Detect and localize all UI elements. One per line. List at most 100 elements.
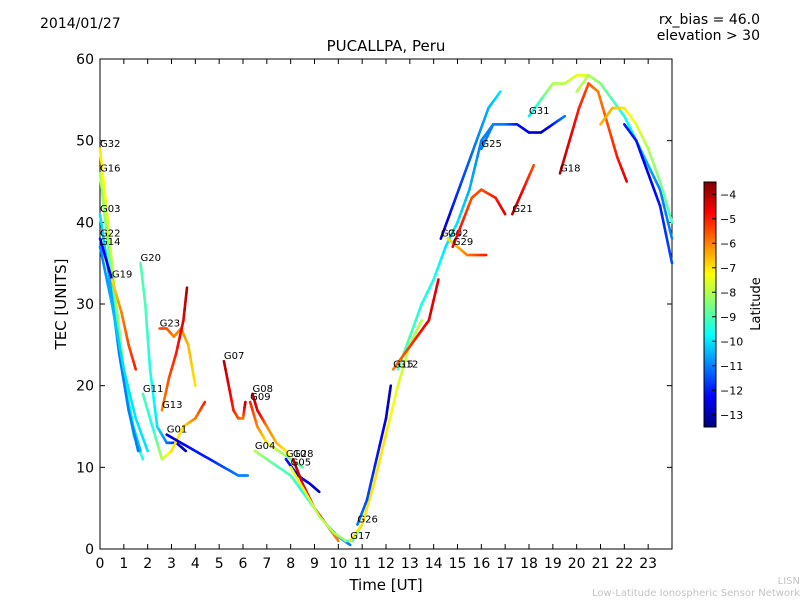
series-label: G03 bbox=[100, 204, 120, 215]
series-segment bbox=[145, 324, 149, 338]
series-segment bbox=[149, 377, 154, 390]
series-segment bbox=[148, 368, 153, 381]
series-label: G08 bbox=[253, 384, 273, 395]
y-axis-label: TEC [UNITS] bbox=[52, 259, 70, 351]
series-g31: G31 bbox=[527, 74, 602, 118]
series-segment bbox=[658, 204, 664, 217]
series-label: G25 bbox=[481, 139, 501, 150]
series-segment bbox=[316, 489, 321, 494]
footer: LISN Low-Latitude Ionospheric Sensor Net… bbox=[592, 576, 800, 600]
y-tick-label: 40 bbox=[76, 215, 94, 231]
x-tick-label: 15 bbox=[449, 556, 467, 572]
series-segment bbox=[98, 212, 103, 227]
series-segment bbox=[664, 233, 670, 246]
series-segment bbox=[147, 357, 152, 371]
series-segment bbox=[668, 252, 674, 265]
series-segment bbox=[185, 286, 189, 295]
series-segment bbox=[116, 335, 122, 349]
series-segment bbox=[110, 302, 116, 317]
x-tick-label: 18 bbox=[520, 556, 538, 572]
series-segment bbox=[98, 172, 103, 186]
series-segment bbox=[112, 313, 118, 328]
x-tick-label: 6 bbox=[239, 556, 248, 572]
x-tick-label: 19 bbox=[544, 556, 562, 572]
series-segment bbox=[106, 283, 112, 296]
series-segment bbox=[384, 425, 390, 436]
footer-org-short: LISN bbox=[777, 576, 800, 587]
series-g26: G26 bbox=[356, 384, 393, 526]
series-segment bbox=[666, 221, 672, 232]
series-segment bbox=[474, 155, 479, 167]
series-segment bbox=[117, 327, 122, 344]
series-unnamed-30 bbox=[599, 106, 674, 224]
series-segment bbox=[124, 376, 130, 387]
series-segment bbox=[153, 406, 158, 419]
series-segment bbox=[470, 172, 475, 183]
x-tick-label: 5 bbox=[215, 556, 224, 572]
colorbar-ticks: −4 −5 −6 −7 −8 −9 −10 −11 −12 −13 bbox=[712, 188, 743, 422]
colorbar-label: Latitude bbox=[749, 277, 764, 331]
series-label: G12 bbox=[398, 359, 418, 370]
series-segment bbox=[135, 442, 140, 453]
series-g10: G10 bbox=[284, 449, 321, 494]
series-segment bbox=[478, 139, 483, 151]
series-segment bbox=[138, 445, 142, 453]
x-ticks: 0 1 2 3 4 5 6 7 8 9 10 11 12 13 14 15 16 17 18 19 20 21 22 23 bbox=[96, 59, 657, 572]
series-segment bbox=[378, 449, 384, 461]
series-segment bbox=[201, 400, 207, 407]
series-g05: G05 bbox=[289, 457, 364, 543]
series-label: G01 bbox=[167, 425, 187, 436]
x-tick-label: 7 bbox=[262, 556, 271, 572]
series-g25: G25 bbox=[480, 114, 567, 151]
series-segment bbox=[335, 536, 340, 543]
x-tick-label: 21 bbox=[592, 556, 610, 572]
series-segment bbox=[127, 400, 132, 412]
series-segment bbox=[120, 370, 126, 383]
y-tick-label: 0 bbox=[85, 542, 94, 558]
series-label: G29 bbox=[453, 237, 473, 248]
rx-bias-label: rx_bias = 46.0 bbox=[658, 12, 760, 28]
series-segment bbox=[192, 377, 197, 387]
series-segment bbox=[104, 201, 109, 216]
series-g21: G21 bbox=[511, 163, 536, 216]
series-segment bbox=[346, 542, 352, 547]
series-label: G10 bbox=[286, 449, 306, 460]
colorbar-tick-label: −10 bbox=[720, 335, 743, 348]
colorbar-tick-label: −4 bbox=[720, 188, 736, 201]
x-tick-label: 11 bbox=[353, 556, 371, 572]
x-tick-label: 10 bbox=[329, 556, 347, 572]
series-segment bbox=[110, 261, 115, 277]
series-segment bbox=[151, 387, 155, 400]
series-label: G05 bbox=[291, 457, 311, 468]
colorbar-tick-label: −13 bbox=[720, 409, 743, 422]
colorbar-tick-label: −8 bbox=[720, 286, 736, 299]
colorbar-tick-label: −5 bbox=[720, 213, 736, 226]
series-label: G15 bbox=[393, 359, 413, 370]
series-segment bbox=[130, 400, 136, 412]
x-tick-label: 9 bbox=[310, 556, 319, 572]
x-tick-label: 0 bbox=[96, 556, 105, 572]
series-segment bbox=[154, 415, 159, 428]
series-segment bbox=[102, 180, 107, 194]
series-segment bbox=[380, 441, 386, 453]
series-segment bbox=[100, 255, 106, 268]
series-segment bbox=[435, 278, 440, 288]
x-tick-label: 22 bbox=[615, 556, 633, 572]
series-segment bbox=[109, 249, 114, 265]
series-group: G32G16G03G22G14G19G20G23G13G11G01G07G08G… bbox=[98, 74, 674, 547]
series-label: G32 bbox=[100, 139, 120, 150]
chart-title: PUCALLPA, Peru bbox=[326, 37, 446, 55]
series-segment bbox=[376, 457, 382, 469]
series-segment bbox=[299, 464, 304, 469]
series-segment bbox=[660, 214, 666, 227]
series-label: G21 bbox=[512, 204, 532, 215]
series-segment bbox=[418, 319, 424, 326]
series-label: G04 bbox=[255, 441, 275, 452]
bias-info: rx_bias = 46.0 elevation > 30 bbox=[657, 12, 760, 44]
x-tick-label: 4 bbox=[191, 556, 200, 572]
series-unnamed-29 bbox=[575, 74, 674, 240]
series-segment bbox=[502, 210, 507, 216]
series-segment bbox=[103, 191, 108, 205]
series-segment bbox=[111, 291, 116, 306]
